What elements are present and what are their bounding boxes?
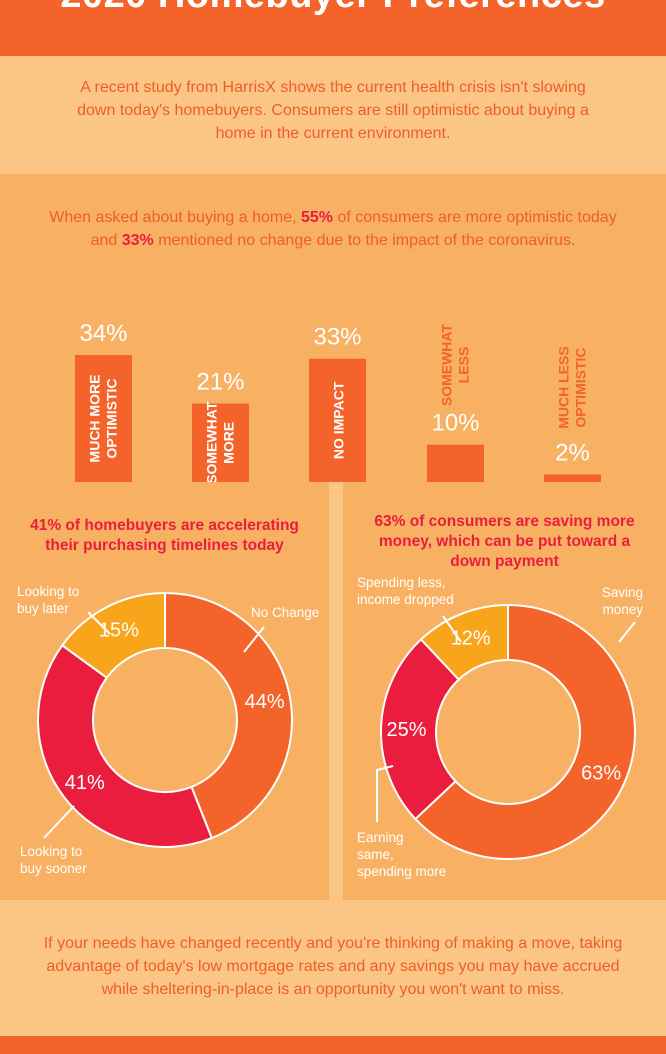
title-line: 63% of consumers are saving more: [374, 513, 635, 530]
bar-value-label: 21%: [196, 369, 244, 396]
callout-leader-line: [43, 805, 75, 839]
bar-2: [309, 358, 366, 482]
bar-category-label: MORE: [221, 422, 237, 464]
bar-category-label: NO IMPACT: [331, 381, 347, 459]
bar-value-label: 33%: [313, 324, 361, 351]
intro-section: A recent study from HarrisX shows the cu…: [0, 56, 666, 174]
bottom-bar: [0, 1036, 666, 1054]
header-banner: 2020 Homebuyer Preferences: [0, 0, 666, 56]
bar-value-label: 10%: [431, 410, 479, 437]
callout-label: Earning: [357, 830, 404, 845]
lead-text-3: mentioned no change due to the impact of…: [153, 232, 576, 249]
callout-label: buy later: [17, 601, 69, 616]
bar-category-label: SOMEWHAT: [204, 401, 220, 482]
donut-slice: [414, 603, 636, 860]
callout-label: No Change: [251, 605, 319, 620]
page-title: 2020 Homebuyer Preferences: [0, 0, 666, 17]
savings-title: 63% of consumers are saving more money, w…: [351, 512, 658, 572]
bar-category-label: OPTIMISTIC: [104, 378, 120, 458]
bar-value-label: 2%: [555, 440, 590, 467]
bar-0: [75, 355, 132, 482]
callout-label: Spending less,: [357, 575, 446, 590]
donut-slice: [37, 643, 214, 848]
donut-value-label: 41%: [65, 772, 105, 794]
title-line: 41% of homebuyers are accelerating: [30, 517, 299, 534]
panel-divider: [329, 482, 343, 900]
bar-category-label: SOMEWHAT: [439, 324, 455, 407]
intro-text: A recent study from HarrisX shows the cu…: [77, 79, 589, 142]
title-line: down payment: [450, 553, 559, 570]
callout-label: same,: [357, 847, 394, 862]
donut-slice: [380, 638, 461, 821]
callout-label: spending more: [357, 864, 446, 879]
donut-slice: [419, 603, 509, 681]
bar-category-label: OPTIMISTIC: [573, 347, 589, 427]
bar-value-label: 34%: [79, 320, 127, 347]
donut-value-label: 25%: [387, 719, 427, 741]
bar-category-label: LESS: [456, 347, 472, 384]
donut-value-label: 15%: [99, 620, 139, 642]
footer-section: If your needs have changed recently and …: [0, 900, 666, 1036]
donut-value-label: 44%: [245, 691, 285, 713]
accelerating-panel: 41% of homebuyers are accelerating their …: [0, 482, 329, 900]
callout-label: money: [602, 602, 643, 617]
timeline-donut-chart: 44% 41% 15% Looking to buy later No Change Loo…: [17, 584, 319, 876]
footer-text: If your needs have changed recently and …: [43, 935, 623, 998]
callout-label: Looking to: [20, 844, 82, 859]
callout-label: buy sooner: [20, 861, 87, 876]
title-line: money, which can be put toward a: [378, 533, 631, 550]
bar-category-label: MUCH MORE: [87, 375, 103, 463]
lead-highlight-55: 55%: [301, 209, 334, 226]
optimism-lead: When asked about buying a home, 55% of c…: [40, 206, 626, 252]
savings-panel: 63% of consumers are saving more money, w…: [343, 482, 666, 900]
callout-label: Looking to: [17, 584, 79, 599]
bar-category-label: MUCH LESS: [556, 346, 572, 428]
callout-leader-line: [87, 611, 111, 635]
callout-leader-line: [618, 621, 636, 643]
callout-label: Saving: [602, 585, 643, 600]
title-line: their purchasing timelines today: [45, 537, 284, 554]
savings-donut-chart: 63% 25% 12% Spending less, income dropped Sav…: [357, 575, 643, 879]
donut-value-label: 12%: [451, 628, 491, 650]
bar-4: [544, 474, 601, 482]
accelerating-title: 41% of homebuyers are accelerating their …: [14, 516, 315, 556]
donut-slice: [60, 591, 166, 680]
lead-text-1: When asked about buying a home,: [49, 209, 301, 226]
bar-1: [192, 403, 249, 482]
lead-highlight-33: 33%: [121, 232, 154, 249]
optimism-bar-chart: 34%MUCH MORE OPTIMISTIC 21%SOMEWHAT MORE33%…: [75, 320, 601, 482]
callout-leader-line: [442, 615, 462, 643]
callout-leader-line: [376, 765, 394, 822]
lead-text-2: of consumers are more optimistic today a…: [90, 209, 617, 249]
optimism-section: When asked about buying a home, 55% of c…: [0, 174, 666, 482]
bar-3: [427, 444, 484, 482]
donut-value-label: 63%: [581, 762, 621, 784]
donut-slice: [164, 591, 293, 840]
callout-label: income dropped: [357, 592, 454, 607]
callout-leader-line: [243, 626, 265, 653]
